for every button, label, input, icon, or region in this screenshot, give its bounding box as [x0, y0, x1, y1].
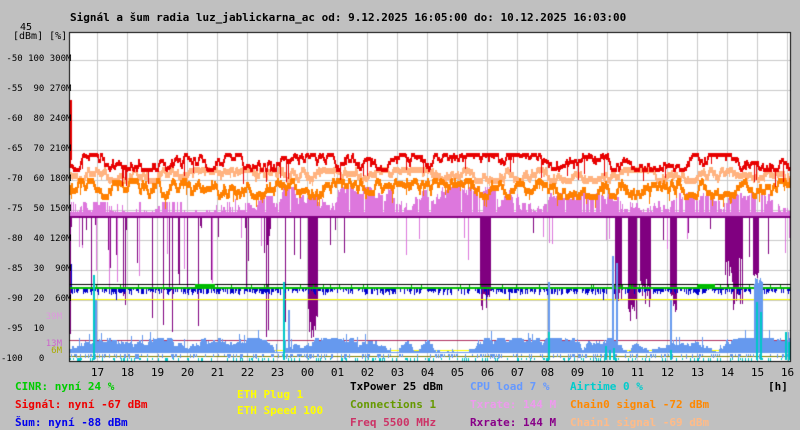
x-axis-tick-02: 02: [360, 366, 375, 379]
x-axis-tick-18: 18: [120, 366, 135, 379]
legend-item-txrate: Txrate: 144 M: [470, 398, 557, 411]
legend-item-signal: Signál: nyní -67 dBm: [15, 398, 148, 411]
x-axis-tick-06: 06: [480, 366, 495, 379]
x-axis-tick-04: 04: [420, 366, 435, 379]
rate-mark-label: 39M: [45, 312, 62, 322]
y-axis-row: -55 90 270M: [1, 84, 72, 94]
legend-item-chain1: Chain1 signal -69 dBm: [570, 416, 710, 429]
x-axis-tick-05: 05: [450, 366, 465, 379]
x-axis-tick-12: 12: [660, 366, 675, 379]
y-axis-row: -50 100 300M: [1, 54, 72, 64]
y-axis-row: -90 20 60M: [1, 294, 72, 304]
x-axis-tick-17: 17: [90, 366, 105, 379]
y-axis-row: -75 50 150M: [1, 204, 72, 214]
legend-item-cinr: CINR: nyní 24 %: [15, 380, 115, 393]
y-axis-top-tick: 45: [20, 22, 33, 33]
legend-item-connections: Connections 1: [350, 398, 437, 411]
x-axis-tick-13: 13: [690, 366, 705, 379]
legend-item-chain0: Chain0 signal -72 dBm: [570, 398, 710, 411]
x-axis-tick-10: 10: [600, 366, 615, 379]
legend-item-eth-speed: ETH Speed 100: [237, 404, 324, 417]
rate-mark-label: 6M: [51, 346, 62, 356]
rate-mark-label: 13M: [45, 339, 62, 349]
y-axis-row: -65 70 210M: [1, 144, 72, 154]
legend-item-rxrate: Rxrate: 144 M: [470, 416, 557, 429]
x-axis-tick-08: 08: [540, 366, 555, 379]
legend-item-cpu: CPU load 7 %: [470, 380, 550, 393]
x-axis-tick-19: 19: [150, 366, 165, 379]
x-axis-tick-11: 11: [630, 366, 645, 379]
x-axis-tick-00: 00: [300, 366, 315, 379]
legend-item-sum: Šum: nyní -88 dBm: [15, 416, 128, 429]
x-axis-tick-23: 23: [270, 366, 285, 379]
y-axis-row: -70 60 180M: [1, 174, 72, 184]
legend-item-airtime: Airtime 0 %: [570, 380, 643, 393]
y-axis-row: -95 10: [1, 324, 45, 334]
x-axis-tick-14: 14: [720, 366, 735, 379]
x-axis-tick-03: 03: [390, 366, 405, 379]
x-axis-tick-16: 16: [780, 366, 795, 379]
chart-title: Signál a šum radia luz_jablickarna_ac od…: [70, 11, 627, 24]
y-axis-row: -80 40 120M: [1, 234, 72, 244]
x-axis-tick-07: 07: [510, 366, 525, 379]
y-axis-unit-label: [dBm] [%]: [13, 31, 68, 42]
legend-item-txpower: TxPower 25 dBm: [350, 380, 443, 393]
y-axis-row: -100 0: [1, 354, 45, 364]
x-axis-tick-21: 21: [210, 366, 225, 379]
x-axis-tick-22: 22: [240, 366, 255, 379]
x-axis-tick-01: 01: [330, 366, 345, 379]
legend-item-eth-plug: ETH Plug 1: [237, 388, 304, 401]
x-axis-tick-09: 09: [570, 366, 585, 379]
x-axis-tick-20: 20: [180, 366, 195, 379]
x-axis-unit-label: [h]: [768, 380, 788, 393]
legend-item-freq: Freq 5500 MHz: [350, 416, 437, 429]
x-axis-tick-15: 15: [750, 366, 765, 379]
y-axis-row: -60 80 240M: [1, 114, 72, 124]
y-axis-row: -85 30 90M: [1, 264, 72, 274]
